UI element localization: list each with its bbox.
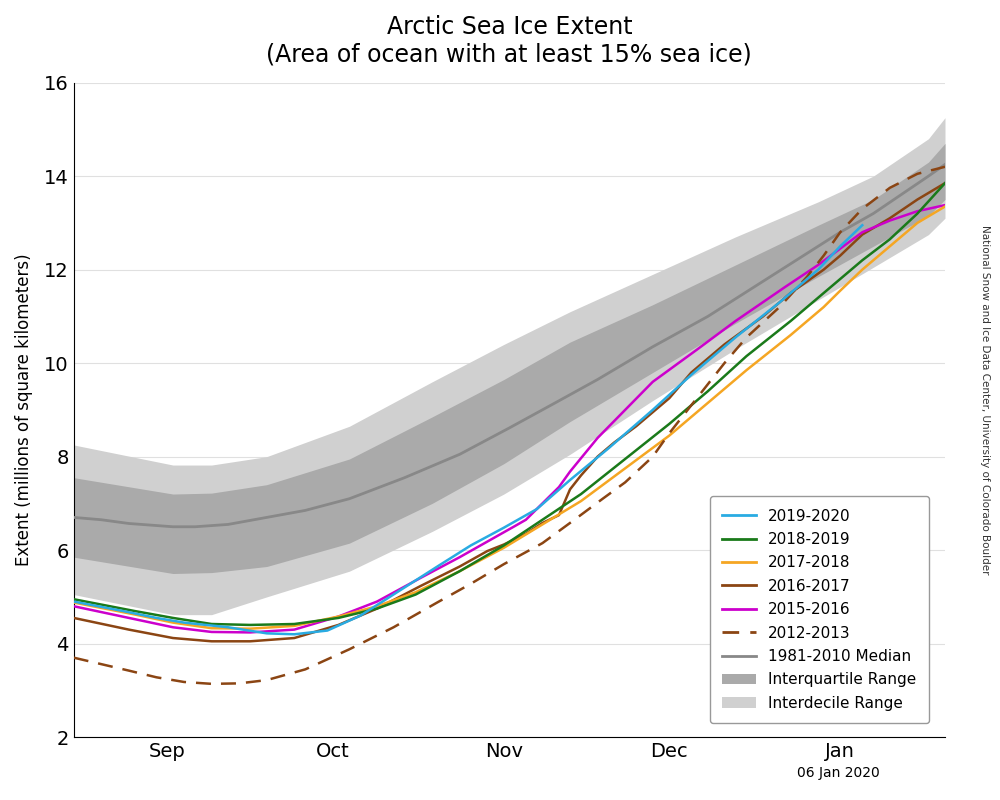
Title: Arctic Sea Ice Extent
(Area of ocean with at least 15% sea ice): Arctic Sea Ice Extent (Area of ocean wit… [266,15,752,66]
Y-axis label: Extent (millions of square kilometers): Extent (millions of square kilometers) [15,254,33,566]
Text: 06 Jan 2020: 06 Jan 2020 [797,766,880,780]
Text: National Snow and Ice Data Center, University of Colorado Boulder: National Snow and Ice Data Center, Unive… [980,226,990,574]
Legend: 2019-2020, 2018-2019, 2017-2018, 2016-2017, 2015-2016, 2012-2013, 1981-2010 Medi: 2019-2020, 2018-2019, 2017-2018, 2016-20… [710,496,929,723]
